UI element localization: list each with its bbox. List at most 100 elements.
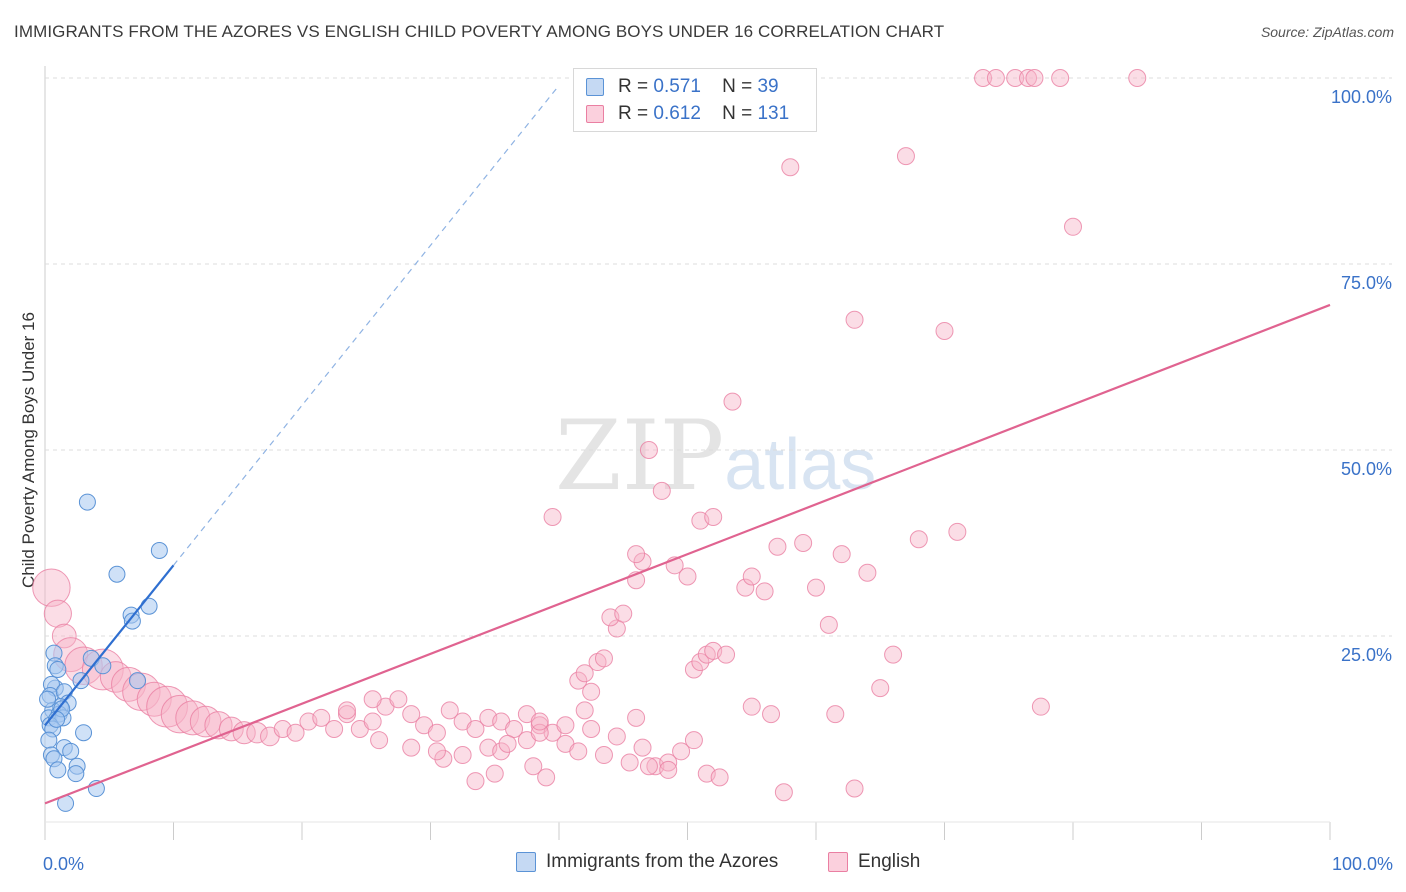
english-point (819, 615, 838, 634)
y-axis-title: Child Poverty Among Boys Under 16 (19, 312, 38, 588)
english-point (389, 690, 408, 709)
y-tick-label: 25.0% (1341, 645, 1392, 665)
english-point (794, 534, 813, 552)
english-point (768, 537, 787, 556)
english-point (312, 708, 331, 727)
english-point (175, 700, 211, 736)
series-legend-english[interactable]: English (828, 851, 920, 873)
english-point (370, 731, 389, 750)
x-tick-label-max: 100.0% (1332, 854, 1393, 874)
english-point (717, 645, 736, 664)
azores-point (123, 612, 141, 630)
english-point (556, 716, 575, 735)
english-point (691, 653, 710, 672)
english-point (1006, 69, 1025, 87)
english-point (884, 645, 903, 664)
azores-point (40, 731, 58, 749)
english-point (832, 545, 851, 564)
english-point (537, 768, 556, 787)
english-point (607, 727, 626, 746)
azores-point (78, 493, 96, 511)
english-point (659, 753, 678, 772)
english-point (684, 731, 703, 750)
english-point (762, 705, 781, 724)
english-point (453, 746, 472, 765)
azores-trendline-extension (173, 85, 560, 566)
english-point (986, 69, 1005, 87)
english-point (909, 530, 928, 549)
english-point (774, 783, 793, 802)
legend-n-label: N = (722, 76, 753, 97)
source-attribution: Source: ZipAtlas.com (1260, 24, 1394, 40)
english-point (337, 701, 356, 720)
x-tick-label-min: 0.0% (43, 854, 84, 874)
english-point (466, 772, 485, 791)
english-point (807, 578, 825, 597)
azores-point (49, 660, 67, 678)
legend-r-label: R = (618, 76, 649, 97)
english-point (218, 716, 244, 742)
azores-point (39, 690, 57, 708)
english-point (614, 604, 633, 623)
english-point (1128, 69, 1147, 87)
english-point (871, 679, 890, 698)
english-point (427, 723, 446, 742)
english-point (639, 441, 658, 459)
azores-point (62, 742, 80, 760)
series-swatch-azores (516, 852, 536, 872)
english-point (427, 742, 446, 761)
english-point (32, 568, 71, 607)
english-point (440, 701, 459, 720)
english-point (845, 779, 864, 798)
english-point (337, 705, 356, 724)
english-point (402, 738, 421, 757)
english-point (1064, 217, 1082, 236)
legend-r-value-english: 0.612 (653, 103, 701, 124)
legend-n-label: N = (722, 103, 753, 124)
english-point (492, 742, 511, 761)
english-point (755, 582, 774, 601)
english-point (742, 567, 761, 586)
legend-row-azores: R = 0.571 N = 39 (586, 74, 779, 100)
english-point (434, 749, 453, 768)
english-point (498, 734, 517, 753)
azores-point (150, 541, 168, 559)
english-point (742, 697, 761, 716)
english-point (246, 722, 268, 744)
english-point (582, 682, 601, 701)
english-trendline (44, 303, 1331, 805)
watermark-zip: ZIP (555, 400, 725, 512)
azores-trendline (44, 564, 175, 726)
azores-point (129, 672, 147, 690)
english-point (723, 392, 742, 411)
english-point (678, 567, 697, 586)
english-point (51, 623, 77, 649)
english-point (402, 705, 421, 724)
english-point (639, 757, 658, 776)
english-point (505, 720, 524, 738)
legend-n-value-azores: 39 (757, 76, 779, 97)
english-point (363, 712, 382, 731)
english-point (575, 664, 594, 683)
azores-point (108, 565, 126, 583)
english-point (1025, 69, 1044, 87)
series-label-english: English (858, 851, 921, 872)
english-point (620, 753, 639, 772)
english-point (582, 720, 601, 738)
english-point (633, 738, 652, 757)
english-point (684, 660, 703, 679)
legend-row-english: R = 0.612 N = 131 (586, 101, 789, 127)
english-point (935, 321, 954, 340)
watermark: ZIPatlas (555, 400, 876, 512)
english-point (594, 649, 613, 668)
english-point (627, 545, 646, 564)
series-legend-azores[interactable]: Immigrants from the Azores (516, 851, 778, 873)
azores-point (67, 765, 85, 783)
english-point (1031, 697, 1050, 716)
english-point (607, 619, 626, 638)
y-tick-label: 75.0% (1341, 273, 1392, 293)
english-point (627, 708, 646, 727)
english-point (569, 671, 588, 690)
english-point (363, 690, 382, 709)
english-point (826, 705, 845, 724)
